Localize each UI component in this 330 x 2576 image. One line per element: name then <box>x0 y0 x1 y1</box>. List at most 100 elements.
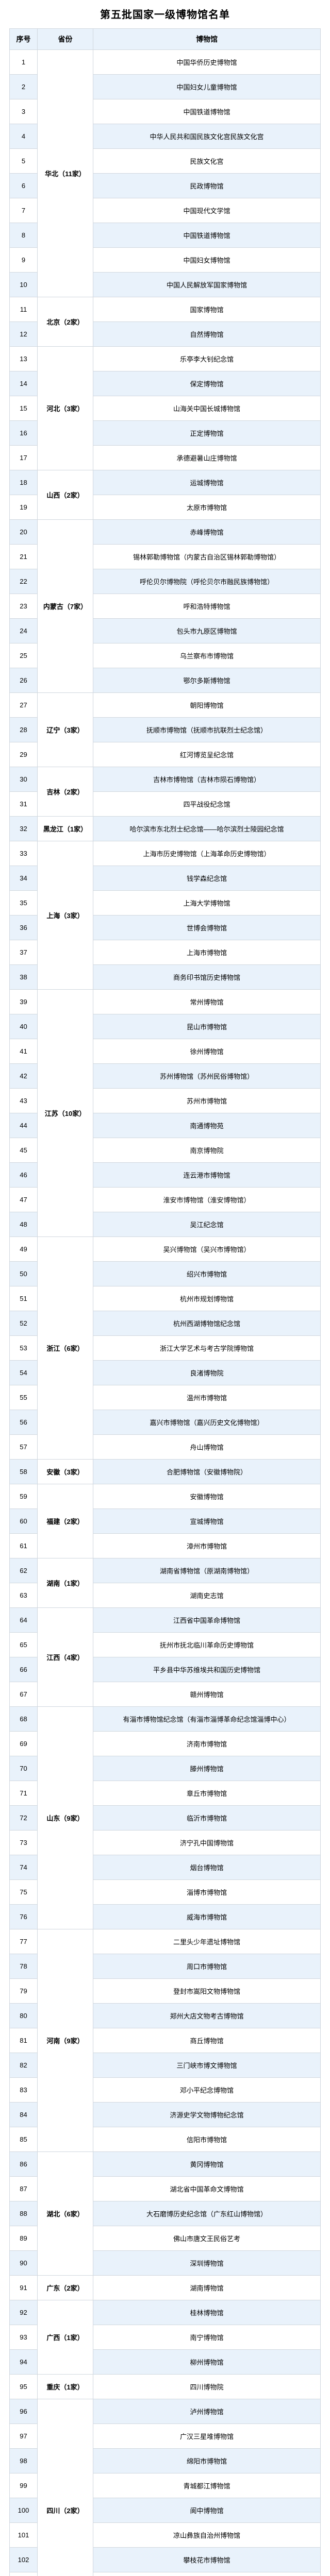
cell-name: 昆山市博物馆 <box>93 1014 321 1039</box>
cell-name: 上海市博物馆 <box>93 940 321 965</box>
cell-prov: 黑龙江（1家） <box>38 817 93 841</box>
cell-name: 威海市博物馆 <box>93 1905 321 1929</box>
cell-name: 登封市嵩阳文物博物馆 <box>93 1979 321 2004</box>
cell-idx: 64 <box>10 1608 38 1633</box>
table-row: 68山东（9家）有淄市博物馆纪念馆（有淄市淄博革命纪念馆淄博中心） <box>10 1707 321 1732</box>
table-row: 92广西（1家）桂林博物馆 <box>10 2300 321 2325</box>
cell-idx: 21 <box>10 545 38 569</box>
cell-idx: 92 <box>10 2300 38 2325</box>
cell-name: 湖南省博物馆（原湖南博物馆） <box>93 1558 321 1583</box>
cell-prov: 安徽（3家） <box>38 1460 93 1484</box>
cell-idx: 22 <box>10 569 38 594</box>
cell-idx: 103 <box>10 2572 38 2576</box>
cell-idx: 18 <box>10 470 38 495</box>
cell-idx: 36 <box>10 916 38 940</box>
cell-prov: 山西（2家） <box>38 470 93 520</box>
cell-prov: 福建（2家） <box>38 1484 93 1558</box>
cell-name: 济宁孔中国博物馆 <box>93 1831 321 1855</box>
cell-name: 苏州市博物馆 <box>93 1089 321 1113</box>
cell-prov: 重庆（1家） <box>38 2375 93 2399</box>
cell-name: 漳州市博物馆 <box>93 1534 321 1558</box>
cell-name: 四平战役纪念馆 <box>93 792 321 817</box>
cell-name: 绵阳市博物馆 <box>93 2449 321 2473</box>
cell-name: 湖南史志馆 <box>93 1583 321 1608</box>
cell-idx: 69 <box>10 1732 38 1756</box>
cell-prov: 河南（9家） <box>38 1929 93 2152</box>
cell-name: 舟山博物馆 <box>93 1435 321 1460</box>
cell-name: 吴江纪念馆 <box>93 1212 321 1237</box>
cell-idx: 16 <box>10 421 38 446</box>
cell-name: 上海市历史博物馆（上海革命历史博物馆） <box>93 841 321 866</box>
cell-name: 信阳市博物馆 <box>93 2127 321 2152</box>
cell-prov: 华北（11家） <box>38 50 93 297</box>
cell-idx: 84 <box>10 2103 38 2127</box>
cell-name: 承德避暑山庄博物馆 <box>93 446 321 470</box>
cell-idx: 41 <box>10 1039 38 1064</box>
cell-name: 中国妇女儿童博物馆 <box>93 75 321 99</box>
table-row: 49浙江（6家）吴兴博物馆（吴兴市博物馆） <box>10 1237 321 1262</box>
cell-name: 章丘市博物馆 <box>93 1781 321 1806</box>
cell-name: 桂林博物馆 <box>93 2300 321 2325</box>
table-row: 27辽宁（3家）朝阳博物馆 <box>10 693 321 718</box>
cell-idx: 99 <box>10 2473 38 2498</box>
cell-idx: 30 <box>10 767 38 792</box>
cell-prov: 江西（4家） <box>38 1608 93 1707</box>
cell-idx: 86 <box>10 2152 38 2177</box>
cell-prov: 江苏（10家） <box>38 990 93 1237</box>
cell-name: 商丘博物馆 <box>93 2028 321 2053</box>
cell-prov: 河北（3家） <box>38 347 93 470</box>
cell-name: 凉山彝族自治州博物馆 <box>93 2523 321 2548</box>
table-row: 32黑龙江（1家）哈尔滨市东北烈士纪念馆——哈尔滨烈士陵园纪念馆 <box>10 817 321 841</box>
cell-name: 湖南博物馆 <box>93 2276 321 2300</box>
cell-name: 常州博物馆 <box>93 990 321 1014</box>
cell-idx: 33 <box>10 841 38 866</box>
cell-idx: 8 <box>10 223 38 248</box>
cell-name: 太原市博物馆 <box>93 495 321 520</box>
cell-prov: 吉林（2家） <box>38 767 93 817</box>
table-row: 13河北（3家）乐亭李大钊纪念馆 <box>10 347 321 371</box>
cell-idx: 23 <box>10 594 38 619</box>
cell-name: 中国人民解放军国家博物馆 <box>93 273 321 297</box>
cell-name: 烟台博物馆 <box>93 1855 321 1880</box>
cell-prov: 广西（1家） <box>38 2300 93 2375</box>
cell-name: 保定博物馆 <box>93 371 321 396</box>
cell-name: 钱学森纪念馆 <box>93 866 321 891</box>
cell-idx: 52 <box>10 1311 38 1336</box>
cell-idx: 34 <box>10 866 38 891</box>
museum-table: 序号 省份 博物馆 1华北（11家）中国华侨历史博物馆2中国妇女儿童博物馆3中国… <box>9 28 321 2576</box>
cell-name: 中国铁道博物馆 <box>93 99 321 124</box>
cell-name: 吉林市博物馆（吉林市陨石博物馆） <box>93 767 321 792</box>
cell-name: 正定博物馆 <box>93 421 321 446</box>
cell-idx: 3 <box>10 99 38 124</box>
cell-name: 宣城博物馆 <box>93 1509 321 1534</box>
cell-idx: 49 <box>10 1237 38 1262</box>
cell-name: 乌兰察布市博物馆 <box>93 643 321 668</box>
table-row: 20内蒙古（7家）赤峰博物馆 <box>10 520 321 545</box>
cell-idx: 25 <box>10 643 38 668</box>
cell-idx: 76 <box>10 1905 38 1929</box>
cell-idx: 20 <box>10 520 38 545</box>
cell-idx: 58 <box>10 1460 38 1484</box>
cell-idx: 14 <box>10 371 38 396</box>
cell-name: 滕州博物馆 <box>93 1756 321 1781</box>
cell-idx: 9 <box>10 248 38 273</box>
cell-idx: 88 <box>10 2201 38 2226</box>
cell-name: 广汉三星堆博物馆 <box>93 2424 321 2449</box>
col-header-name: 博物馆 <box>93 29 321 50</box>
table-row: 1华北（11家）中国华侨历史博物馆 <box>10 50 321 75</box>
cell-idx: 29 <box>10 742 38 767</box>
cell-idx: 10 <box>10 273 38 297</box>
cell-name: 济南市博物馆 <box>93 1732 321 1756</box>
cell-idx: 93 <box>10 2325 38 2350</box>
cell-name: 世博会博物馆 <box>93 916 321 940</box>
cell-name: 朝阳博物馆 <box>93 693 321 718</box>
table-row: 91广东（2家）湖南博物馆 <box>10 2276 321 2300</box>
cell-name: 安徽博物馆 <box>93 1484 321 1509</box>
cell-idx: 67 <box>10 1682 38 1707</box>
cell-prov: 山东（9家） <box>38 1707 93 1929</box>
table-row: 33上海（3家）上海市历史博物馆（上海革命历史博物馆） <box>10 841 321 866</box>
cell-idx: 53 <box>10 1336 38 1361</box>
cell-prov: 辽宁（3家） <box>38 693 93 767</box>
cell-name: 嘉兴市博物馆（嘉兴历史文化博物馆） <box>93 1410 321 1435</box>
cell-idx: 56 <box>10 1410 38 1435</box>
